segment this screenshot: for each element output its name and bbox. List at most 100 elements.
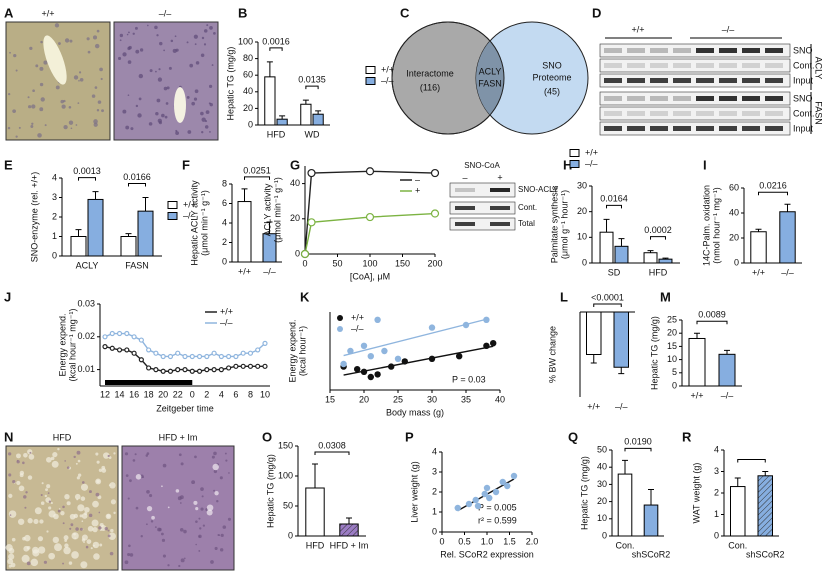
texture — [195, 61, 200, 65]
texture — [74, 493, 81, 500]
texture — [210, 560, 214, 564]
legend-label: –/– — [220, 317, 233, 327]
texture — [55, 85, 60, 90]
x-tick-label: HFD + Im — [330, 540, 369, 550]
texture — [92, 500, 99, 508]
texture — [98, 468, 103, 472]
texture — [77, 459, 81, 463]
y-tick-label: 20 — [729, 232, 739, 242]
texture — [98, 511, 101, 514]
texture — [167, 564, 170, 567]
texture — [206, 504, 214, 511]
error-bar — [241, 188, 248, 202]
y-tick-label: 8 — [222, 178, 227, 188]
texture — [18, 126, 21, 129]
y-axis-label: Hepatic TG (mg/g) — [579, 456, 589, 530]
data-point — [347, 347, 354, 355]
texture — [130, 127, 134, 131]
data-point — [160, 353, 166, 360]
texture — [64, 494, 70, 500]
error-bar — [618, 367, 625, 375]
texture — [27, 96, 30, 99]
blot-band — [696, 96, 714, 101]
venn-overlap — [476, 41, 504, 115]
texture — [77, 473, 82, 477]
texture — [30, 125, 34, 129]
y-axis-label: (kcal hour⁻¹ mg⁻¹) — [67, 308, 77, 381]
x-tick-label: HFD — [267, 129, 286, 139]
texture — [91, 94, 96, 98]
y-tick-label: 0 — [672, 380, 677, 390]
texture — [27, 475, 33, 480]
data-point — [124, 330, 130, 337]
texture — [63, 99, 66, 103]
legend-label: +/+ — [585, 147, 598, 157]
y-axis-label: (kcal hour⁻¹) — [297, 326, 307, 376]
texture — [128, 544, 131, 548]
error-bar — [92, 191, 99, 200]
texture — [157, 527, 161, 532]
p-value: 0.0089 — [698, 310, 726, 320]
texture — [127, 497, 130, 500]
texture — [161, 113, 165, 118]
texture — [167, 506, 170, 509]
blot-band — [742, 111, 760, 116]
texture — [58, 508, 61, 510]
data-point — [367, 373, 374, 381]
y-tick-label: 15 — [667, 341, 677, 351]
texture — [91, 519, 99, 527]
data-point — [354, 366, 361, 373]
texture — [24, 534, 31, 542]
protein-label: FASN — [814, 101, 824, 125]
blot-band — [719, 63, 737, 68]
bar — [643, 504, 659, 537]
texture — [53, 513, 59, 520]
p-value: 0.0013 — [73, 166, 101, 176]
texture — [31, 122, 34, 125]
error-bar — [648, 489, 654, 506]
texture — [194, 43, 197, 46]
texture — [99, 67, 103, 72]
panel-letter: A — [4, 5, 14, 20]
image-label: HFD — [53, 432, 72, 442]
legend-swatch — [337, 315, 343, 321]
texture — [51, 460, 59, 468]
data-point — [240, 363, 246, 369]
texture — [92, 35, 98, 40]
texture — [103, 452, 110, 459]
texture — [110, 528, 114, 533]
data-point — [175, 367, 181, 373]
x-tick-label: 40 — [495, 394, 505, 404]
texture — [44, 124, 47, 127]
venn-label: SNO — [542, 60, 562, 70]
texture — [179, 502, 182, 504]
data-point — [510, 472, 518, 480]
texture — [158, 68, 161, 71]
texture — [9, 514, 12, 516]
texture — [46, 484, 51, 489]
texture — [101, 468, 107, 473]
texture — [47, 492, 50, 494]
data-point — [374, 371, 381, 378]
texture — [219, 548, 224, 552]
texture — [78, 79, 80, 82]
texture — [124, 452, 129, 456]
texture — [25, 491, 28, 494]
y-tick-label: 0 — [222, 256, 227, 266]
x-tick-label: –/– — [781, 267, 794, 277]
texture — [95, 492, 100, 497]
data-point — [365, 212, 375, 222]
texture — [139, 48, 144, 52]
texture — [187, 130, 192, 134]
data-point — [116, 347, 123, 353]
texture — [73, 513, 78, 519]
y-tick-label: 1 — [52, 231, 57, 241]
texture — [32, 549, 40, 557]
p-value: 0.0308 — [318, 440, 346, 450]
texture — [220, 533, 224, 537]
texture — [213, 32, 216, 35]
row-label: SNO-ACLY — [518, 185, 559, 194]
texture — [11, 537, 16, 542]
image-label: –/– — [159, 8, 172, 18]
